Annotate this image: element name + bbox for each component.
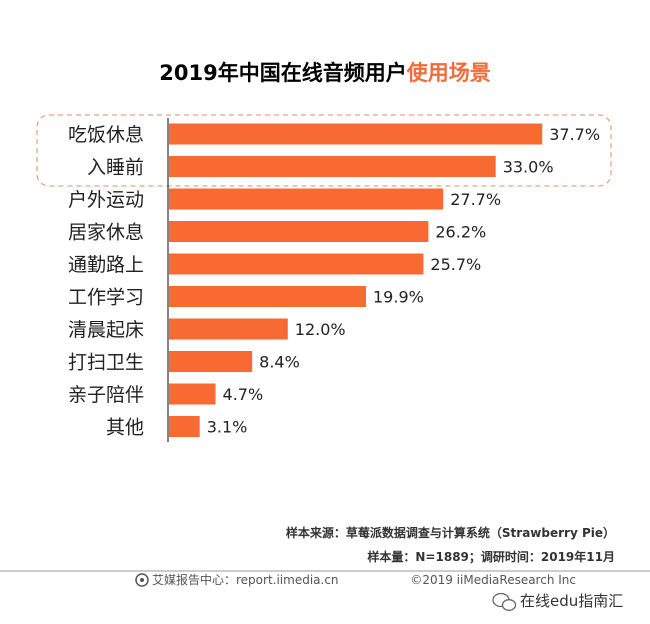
highlight-box xyxy=(36,114,612,187)
bar xyxy=(169,253,424,275)
bar xyxy=(169,123,543,145)
bar xyxy=(169,416,200,437)
value-label: 27.7% xyxy=(450,190,501,209)
bars-layer: 吃饭休息 37.7% 入睡前 33.0% 户外运动 27.7% 居家休息 26.2% 通勤路上 2… xyxy=(68,123,600,439)
watermark-text: 在线edu指南汇 xyxy=(520,592,623,610)
category-label: 通勤路上 xyxy=(68,254,144,276)
value-label: 25.7% xyxy=(430,255,481,274)
category-label: 居家休息 xyxy=(68,222,144,244)
footer-copyright: ©2019 iiMediaResearch Inc xyxy=(410,573,576,587)
bar xyxy=(169,286,367,307)
category-label: 清晨起床 xyxy=(68,319,144,341)
bar xyxy=(169,188,444,210)
value-label: 37.7% xyxy=(549,125,600,144)
bar xyxy=(169,156,496,177)
source-note: 样本来源：草莓派数据调查与计算系统（Strawberry Pie） xyxy=(286,525,615,540)
value-label: 26.2% xyxy=(435,223,486,242)
category-label: 打扫卫生 xyxy=(68,352,144,374)
value-label: 3.1% xyxy=(207,418,248,437)
bar xyxy=(169,318,288,340)
brand-logo-icon xyxy=(135,573,149,587)
value-label: 12.0% xyxy=(295,320,346,339)
category-label: 亲子陪伴 xyxy=(68,384,144,406)
value-label: 4.7% xyxy=(223,385,264,404)
category-label: 吃饭休息 xyxy=(68,124,144,146)
sample-note: 样本量：N=1889；调研时间：2019年11月 xyxy=(367,549,615,564)
category-label: 其他 xyxy=(106,417,144,439)
value-label: 19.9% xyxy=(373,288,424,307)
bar xyxy=(169,351,253,372)
value-label: 8.4% xyxy=(259,353,300,372)
chart-title: 2019年中国在线音频用户使用场景 xyxy=(159,61,490,85)
category-label: 工作学习 xyxy=(68,287,144,309)
bar xyxy=(169,383,216,405)
category-label: 户外运动 xyxy=(68,189,144,211)
wechat-icon xyxy=(492,592,517,611)
value-label: 33.0% xyxy=(503,158,554,177)
category-label: 入睡前 xyxy=(87,157,144,179)
bar xyxy=(169,221,429,242)
footer-brand: 艾媒报告中心：report.iimedia.cn xyxy=(152,572,339,587)
chart-title-highlight: 使用场景 xyxy=(406,61,491,85)
chart-title-prefix: 2019年中国在线音频用户 xyxy=(159,61,406,85)
